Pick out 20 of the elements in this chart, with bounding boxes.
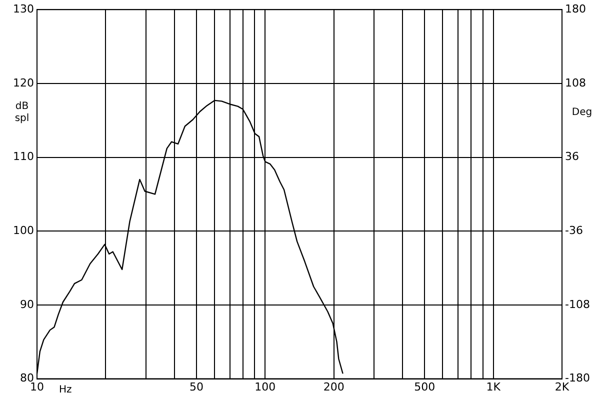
y2-tick-label: -36	[565, 224, 583, 237]
y2-tick-label: -108	[565, 298, 590, 311]
x-axis-title: Hz	[59, 384, 72, 396]
y2-tick-label: 108	[565, 76, 586, 90]
x-tick-label: 100	[254, 380, 276, 394]
y-tick-label: 130	[13, 2, 34, 16]
y-tick-label: 120	[13, 76, 34, 90]
x-tick-label: 200	[323, 380, 344, 394]
x-tick-label: 2K	[554, 380, 570, 394]
y-tick-label: 90	[20, 298, 34, 311]
x-tick-label: 10	[30, 380, 44, 394]
y-tick-label: 110	[13, 150, 34, 164]
y2-axis-title: Deg	[572, 106, 592, 118]
x-tick-label: 50	[189, 380, 204, 394]
y-axis-title: dB spl	[14, 100, 30, 124]
x-tick-label: 500	[414, 380, 436, 394]
y2-tick-label: 180	[565, 2, 586, 16]
y-tick-label: 100	[13, 224, 34, 237]
x-tick-label: 1K	[486, 380, 502, 394]
y2-tick-label: 36	[565, 150, 579, 164]
